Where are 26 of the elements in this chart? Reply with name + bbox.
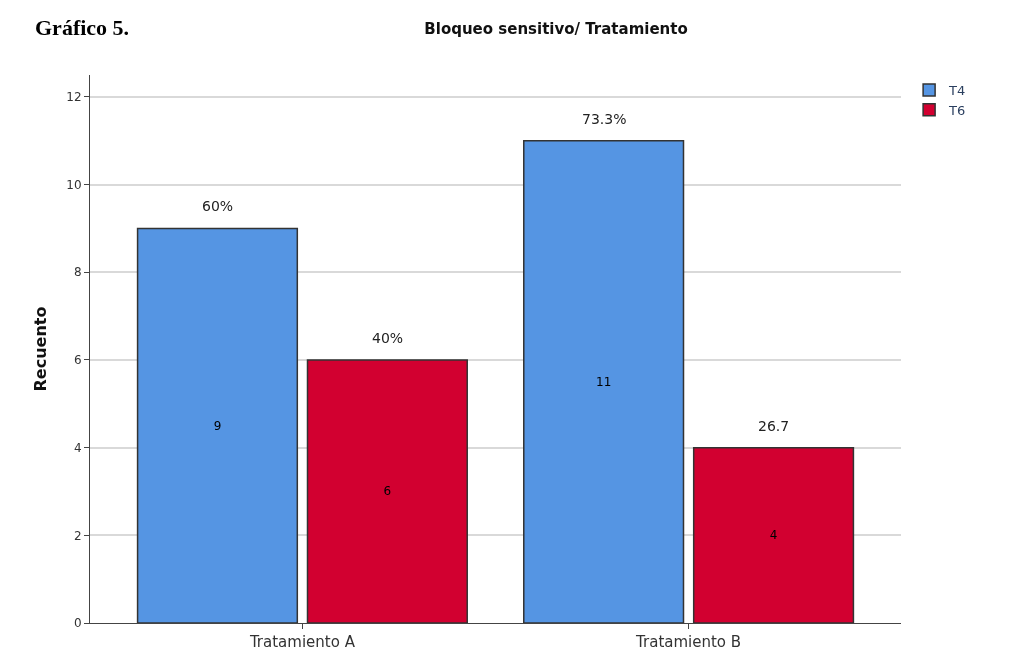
data-label: 6 [383, 484, 392, 499]
bar [523, 140, 685, 623]
y-tick-label: 8 [73, 265, 82, 280]
x-tick-label: Tratamiento A [248, 633, 356, 651]
chart-title: Bloqueo sensitivo/ Tratamiento [424, 19, 688, 38]
annotation: 26.7 [758, 418, 790, 434]
y-tick-label: 4 [73, 440, 82, 455]
annotation: 60% [202, 198, 234, 214]
y-axis-title: Recuento [31, 306, 51, 392]
bar [136, 227, 299, 623]
x-tick-label: Tratamiento B [635, 633, 742, 651]
y-tick-label: 2 [73, 528, 82, 543]
data-label: 4 [769, 528, 778, 543]
y-tick-label: 0 [73, 616, 82, 631]
text: Gráfico 5. [35, 15, 130, 40]
annotation: 73.3% [582, 111, 627, 127]
data-label: 9 [213, 418, 222, 433]
data-label: 11 [595, 374, 612, 389]
bar [306, 359, 468, 623]
legend-label: T4 [948, 83, 966, 99]
bar [692, 446, 855, 623]
y-tick-label: 6 [73, 353, 82, 368]
y-tick-label: 12 [66, 90, 82, 105]
legend-label: T6 [948, 102, 966, 118]
y-tick-label: 10 [66, 177, 82, 192]
annotation: 40% [372, 330, 404, 346]
